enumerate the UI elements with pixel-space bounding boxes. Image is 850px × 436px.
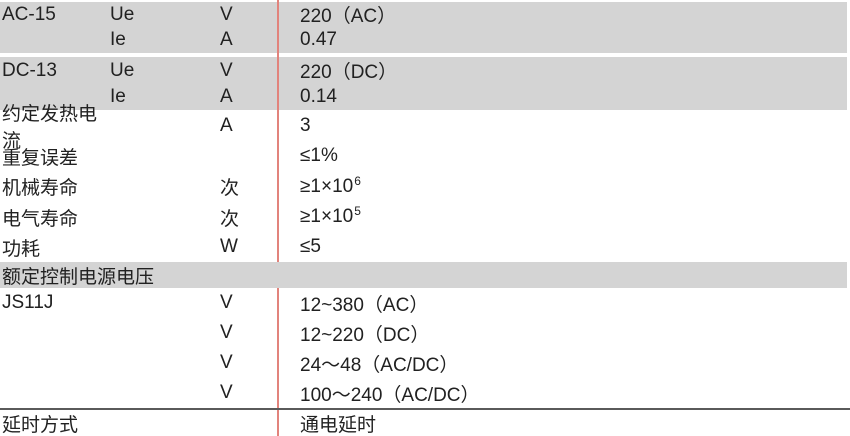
unit-cell: V [220,352,233,373]
param-cell: 延时方式 [2,414,79,436]
value-text: 3 [300,114,311,136]
table-row: 重复误差 ≤1% [0,141,850,171]
table-row: 约定发热电流 A 3 [0,104,850,152]
value-text: ≤1% [300,145,338,166]
param-cell: AC-15 [2,3,56,25]
unit-cell: 次 [220,208,240,230]
value-exponent: 5 [354,204,361,218]
table-row: V 24～48（AC/DC） [0,348,850,378]
value-cell: 24～48（AC/DC） [288,350,850,377]
value-cell: ≤5 [288,236,850,258]
section-header-row: 额定控制电源电压 [0,262,850,288]
table-row: Ie A 0.47 [0,27,850,53]
value-cell: 12~380（AC） [288,290,850,317]
table-row: DC-13 Ue V 220（DC） [0,57,850,84]
value-cell: 12~220（DC） [288,320,850,347]
horizontal-rule [0,408,850,410]
table-row: V 100～240（AC/DC） [0,378,850,408]
value-cell: 0.47 [288,29,850,51]
value-text: 12~380（AC） [300,294,429,316]
unit-cell: W [220,236,238,257]
symbol-cell: Ie [110,86,126,107]
value-text: 220（DC） [300,62,398,83]
table-row: Ie A 0.14 [0,84,850,110]
value-text: 通电延时 [300,414,377,436]
value-cell: 220（DC） [288,57,850,84]
unit-cell: V [220,59,233,81]
unit-cell: A [220,114,233,136]
table-row: AC-15 Ue V 220（AC） [0,2,850,27]
value-text: 220（AC） [300,6,397,27]
unit-cell: V [220,3,233,25]
value-text: 0.14 [300,86,337,107]
param-cell: JS11J [2,292,54,313]
value-cell: ≥1×105 [288,204,850,228]
table-row: 电气寿命 次 ≥1×105 [0,202,850,232]
value-text: 0.47 [300,29,337,50]
value-cell: ≤1% [288,145,850,167]
unit-cell: A [220,86,233,107]
symbol-cell: Ue [110,59,135,81]
param-cell: 机械寿命 [2,178,79,199]
value-base-text: ≥1×10 [300,206,354,227]
param-cell: 电气寿命 [2,208,79,230]
value-text: 24～48（AC/DC） [300,354,459,376]
value-base-text: ≥1×10 [300,175,354,197]
table-row: 机械寿命 次 ≥1×106 [0,171,850,202]
value-cell: ≥1×106 [288,173,850,198]
value-cell: 3 [288,115,850,137]
value-text: 100～240（AC/DC） [300,384,480,406]
value-cell: 100～240（AC/DC） [288,380,850,407]
unit-cell: A [220,29,233,50]
unit-cell: 次 [220,178,240,199]
unit-cell: V [220,292,233,313]
value-cell: 通电延时 [288,410,850,436]
param-cell: 约定发热电流 [2,103,98,152]
param-cell: DC-13 [2,59,57,81]
value-cell: 220（AC） [288,1,850,28]
vertical-divider-line-upper [277,0,279,262]
param-cell: 重复误差 [2,147,79,169]
table-row: 延时方式 通电延时 [0,410,850,436]
param-cell: 功耗 [2,238,41,260]
unit-cell: V [220,322,233,343]
table-row: V 12~220（DC） [0,318,850,348]
value-text: ≤5 [300,236,321,257]
value-text: 12~220（DC） [300,324,430,346]
unit-cell: V [220,382,233,403]
table-row: 功耗 W ≤5 [0,232,850,262]
symbol-cell: Ie [110,29,126,50]
section-header-label: 额定控制电源电压 [2,266,155,288]
value-cell: 0.14 [288,86,850,108]
vertical-divider-line-lower [277,288,279,436]
table-row: JS11J V 12~380（AC） [0,288,850,318]
symbol-cell: Ue [110,3,135,25]
value-exponent: 6 [354,173,361,188]
